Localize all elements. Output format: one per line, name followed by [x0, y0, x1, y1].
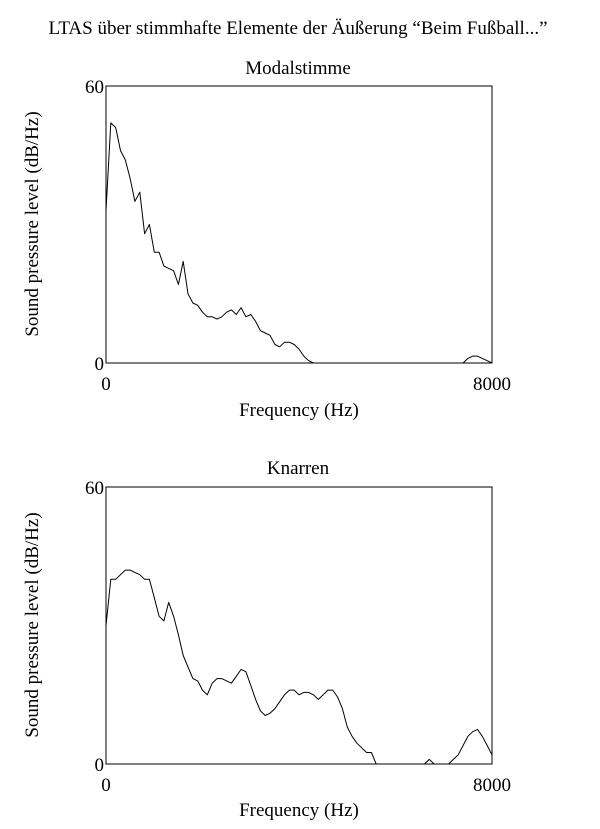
plot-frame — [105, 85, 493, 364]
x-tick-label-min: 0 — [101, 374, 111, 395]
x-tick-label-max: 8000 — [473, 374, 511, 395]
chart-modalstimme: Modalstimme 60 0 0 8000 Frequency (Hz) S… — [22, 58, 511, 421]
y-tick-label-min: 0 — [95, 354, 105, 375]
y-tick-label-min: 0 — [95, 755, 105, 776]
x-tick-label-min: 0 — [101, 775, 111, 796]
chart-title: Modalstimme — [245, 58, 351, 79]
y-axis-label: Sound pressure level (dB/Hz) — [22, 111, 43, 336]
y-tick-label-max: 60 — [85, 77, 104, 98]
figure-title: LTAS über stimmhafte Elemente der Äußeru… — [48, 18, 547, 39]
plot-frame — [105, 486, 493, 765]
chart-title: Knarren — [267, 458, 330, 479]
x-axis-label: Frequency (Hz) — [239, 800, 359, 821]
chart-knarren: Knarren 60 0 0 8000 Frequency (Hz) Sound… — [22, 458, 511, 821]
spectrum-line — [105, 122, 493, 364]
x-axis-label: Frequency (Hz) — [239, 400, 359, 421]
spectrum-line — [105, 569, 493, 765]
series-group — [105, 122, 493, 364]
y-axis-label: Sound pressure level (dB/Hz) — [22, 512, 43, 737]
y-tick-label-max: 60 — [85, 478, 104, 499]
series-group — [105, 569, 493, 765]
x-tick-label-max: 8000 — [473, 775, 511, 796]
